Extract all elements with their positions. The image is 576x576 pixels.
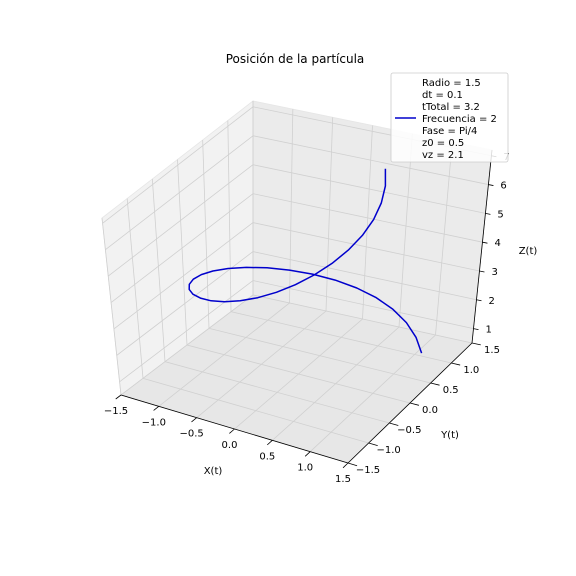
legend-entry: vz = 2.1	[422, 150, 464, 161]
z-grid-line	[119, 280, 474, 383]
z-grid-line	[107, 164, 486, 277]
z-tick-label: 4	[494, 238, 500, 249]
x-tick-label: −1.5	[104, 406, 128, 417]
y-tick-label: 0.0	[422, 405, 438, 416]
x-tick-mark	[266, 440, 273, 446]
series-group	[188, 168, 423, 354]
z-tick-label: 3	[491, 267, 497, 278]
z-grid-line	[113, 222, 480, 330]
y-tick-mark	[430, 382, 440, 386]
y-tick-label: 0.5	[443, 385, 459, 396]
y-tick-mark	[409, 402, 420, 406]
legend: Radio = 1.5 dt = 0.1 tTotal = 3.2 Frecue…	[390, 72, 509, 163]
y-tick-mark	[368, 442, 378, 446]
z-grid-line	[105, 135, 489, 251]
z-tick-mark	[473, 328, 479, 330]
legend-frame	[390, 72, 509, 163]
tick-marks	[115, 155, 497, 469]
z-tick-label: 1	[485, 325, 491, 336]
x-tick-label: 1.5	[335, 474, 351, 485]
z-tick-label: 6	[500, 181, 506, 192]
z-tick-mark	[485, 212, 491, 215]
z-tick-label: 2	[488, 296, 494, 307]
y-tick-label: 1.0	[463, 365, 479, 376]
y-grid-line	[126, 198, 369, 444]
z-grid-line	[116, 251, 477, 356]
x-tick-label: 0.5	[259, 451, 275, 462]
z-tick-mark	[479, 270, 485, 273]
z-tick-label: 5	[497, 209, 503, 220]
y-grid-line	[227, 120, 452, 364]
y-axis-label: Y(t)	[440, 430, 459, 441]
z-axis-line	[471, 149, 493, 344]
x-tick-mark	[115, 394, 122, 400]
y-tick-label: −0.5	[397, 425, 421, 436]
y-tick-mark	[471, 342, 481, 346]
z-tick-mark	[488, 184, 494, 186]
legend-entry: dt = 0.1	[422, 90, 463, 101]
tick-labels: −1.5−1.0−0.50.00.51.01.5−1.5−1.0−0.50.00…	[104, 152, 510, 485]
x-tick-mark	[153, 406, 160, 411]
legend-entry: Frecuencia = 2	[422, 114, 497, 125]
x-tick-mark	[304, 451, 311, 457]
y-grid-line	[151, 178, 390, 424]
y-tick-mark	[451, 362, 461, 366]
x-tick-mark	[342, 462, 349, 469]
x-tick-label: −0.5	[180, 429, 204, 440]
y-tick-label: 1.5	[484, 345, 500, 356]
chart-title: Posición de la partícula	[226, 52, 365, 66]
y-tick-label: −1.0	[377, 445, 401, 456]
y-grid-line	[202, 139, 431, 384]
y-grid-line	[177, 159, 411, 404]
x-tick-label: −1.0	[142, 417, 166, 428]
y-tick-label: −1.5	[356, 465, 380, 476]
legend-entry: z0 = 0.5	[422, 138, 464, 149]
legend-entry: tTotal = 3.2	[422, 102, 480, 113]
x-tick-mark	[191, 417, 197, 423]
z-tick-mark	[476, 299, 482, 302]
legend-entry: Radio = 1.5	[422, 78, 481, 89]
z-grid-line	[110, 193, 483, 303]
legend-entry: Fase = Pi/4	[422, 126, 477, 137]
x-tick-label: 0.0	[222, 440, 238, 451]
y-tick-mark	[347, 462, 358, 467]
x-tick-label: 1.0	[297, 463, 313, 474]
x-axis-label: X(t)	[204, 466, 223, 477]
y-grid-line	[252, 101, 473, 344]
z-axis-label: Z(t)	[519, 246, 538, 257]
x-tick-mark	[229, 428, 235, 434]
z-tick-mark	[482, 241, 488, 244]
series-line	[188, 168, 423, 354]
y-tick-mark	[389, 422, 399, 426]
